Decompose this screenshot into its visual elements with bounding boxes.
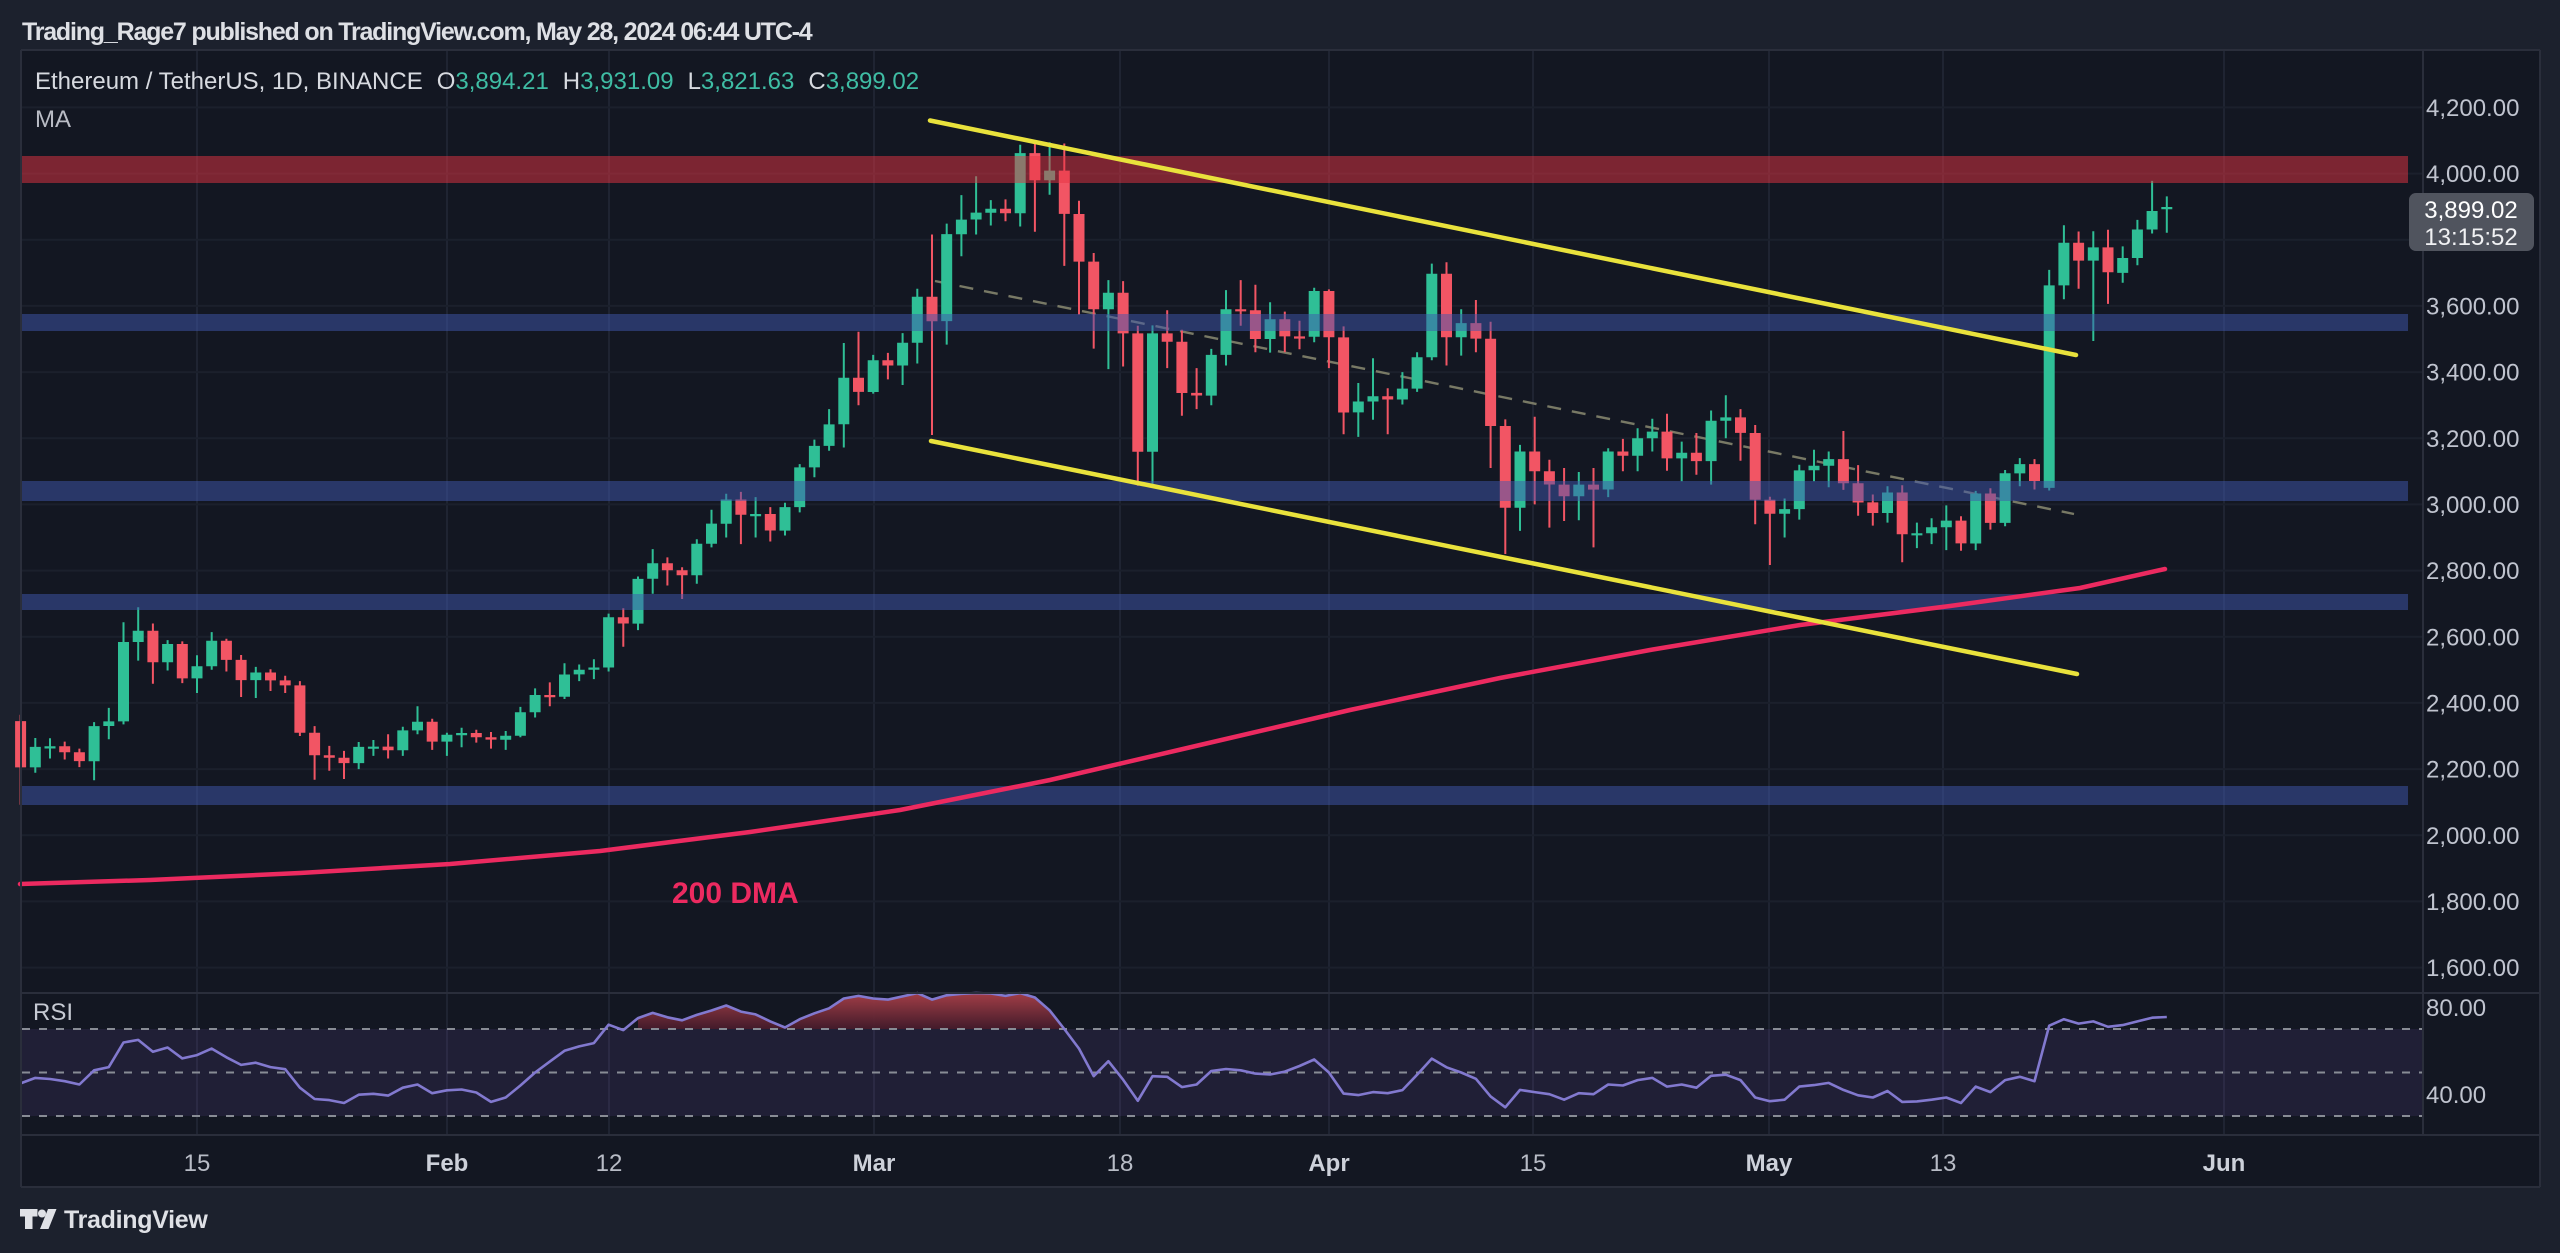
- svg-text:18: 18: [1107, 1150, 1134, 1177]
- svg-text:2,800.00: 2,800.00: [2426, 558, 2519, 585]
- svg-text:13: 13: [1930, 1150, 1957, 1177]
- svg-text:40.00: 40.00: [2426, 1082, 2486, 1109]
- svg-text:Trading_Rage7 published on Tra: Trading_Rage7 published on TradingView.c…: [22, 18, 813, 46]
- svg-text:2,600.00: 2,600.00: [2426, 624, 2519, 651]
- svg-text:RSI: RSI: [33, 999, 73, 1026]
- svg-text:3,000.00: 3,000.00: [2426, 492, 2519, 519]
- svg-text:MA: MA: [35, 106, 71, 133]
- svg-text:3,899.02: 3,899.02: [2424, 197, 2517, 224]
- svg-text:15: 15: [184, 1150, 211, 1177]
- svg-text:1,600.00: 1,600.00: [2426, 955, 2519, 982]
- svg-text:3,200.00: 3,200.00: [2426, 426, 2519, 453]
- svg-text:Apr: Apr: [1308, 1150, 1349, 1177]
- svg-text:3,600.00: 3,600.00: [2426, 293, 2519, 320]
- svg-text:May: May: [1746, 1150, 1793, 1177]
- svg-text:Feb: Feb: [426, 1150, 469, 1177]
- svg-text:Ethereum / TetherUS, 1D, BINAN: Ethereum / TetherUS, 1D, BINANCE O3,894.2…: [35, 68, 919, 95]
- svg-text:4,200.00: 4,200.00: [2426, 95, 2519, 122]
- svg-text:80.00: 80.00: [2426, 995, 2486, 1022]
- svg-text:15: 15: [1520, 1150, 1547, 1177]
- svg-text:12: 12: [596, 1150, 623, 1177]
- svg-text:2,400.00: 2,400.00: [2426, 690, 2519, 717]
- svg-text:2,000.00: 2,000.00: [2426, 823, 2519, 850]
- svg-text:Mar: Mar: [853, 1150, 896, 1177]
- svg-text:Jun: Jun: [2203, 1150, 2246, 1177]
- svg-text:1,800.00: 1,800.00: [2426, 889, 2519, 916]
- svg-text:200 DMA: 200 DMA: [672, 877, 799, 910]
- svg-text:4,000.00: 4,000.00: [2426, 161, 2519, 188]
- svg-text:TradingView: TradingView: [64, 1206, 208, 1234]
- svg-text:2,200.00: 2,200.00: [2426, 757, 2519, 784]
- svg-text:13:15:52: 13:15:52: [2424, 224, 2517, 251]
- svg-text:3,400.00: 3,400.00: [2426, 360, 2519, 387]
